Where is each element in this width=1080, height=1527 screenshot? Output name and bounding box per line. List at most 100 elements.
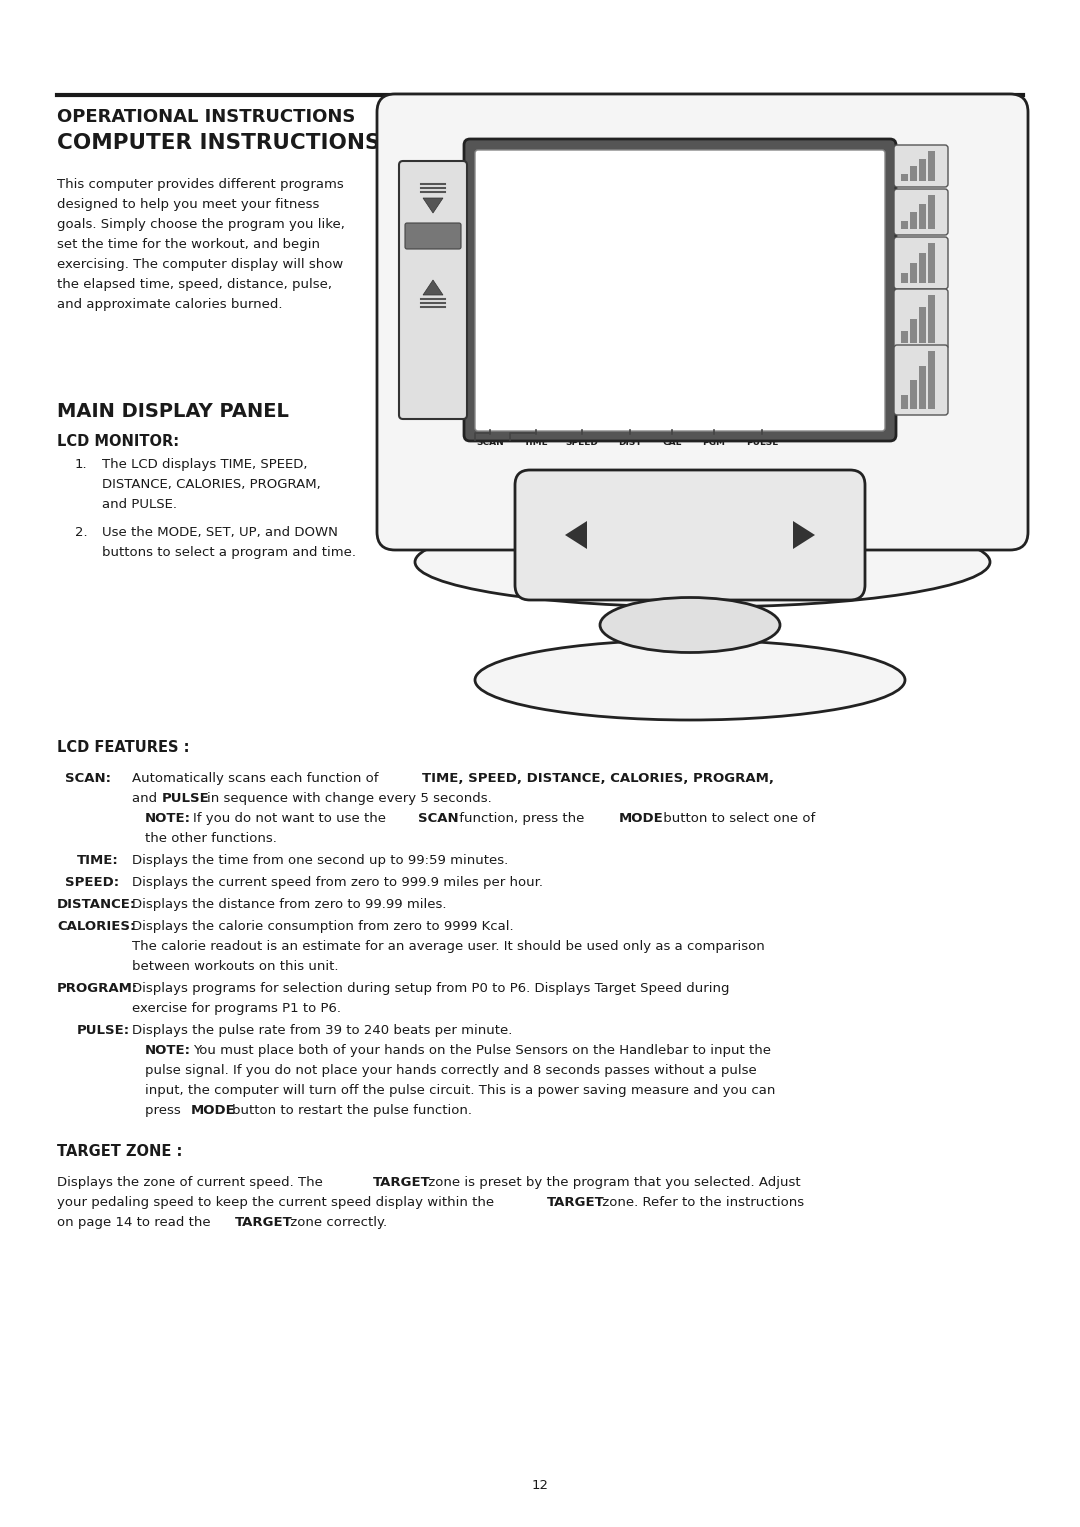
Text: designed to help you meet your fitness: designed to help you meet your fitness bbox=[57, 199, 320, 211]
Text: TARGET: TARGET bbox=[235, 1215, 293, 1229]
Bar bbox=[400, 518, 1005, 547]
Text: and approximate calories burned.: and approximate calories burned. bbox=[57, 298, 283, 312]
Bar bbox=[919, 203, 926, 229]
Text: TIME:: TIME: bbox=[77, 854, 119, 867]
Text: SCAN: SCAN bbox=[476, 438, 504, 447]
Text: NOTE:: NOTE: bbox=[145, 812, 191, 825]
Text: SPEED: SPEED bbox=[566, 438, 598, 447]
Text: zone correctly.: zone correctly. bbox=[286, 1215, 387, 1229]
Text: OPERATIONAL INSTRUCTIONS: OPERATIONAL INSTRUCTIONS bbox=[57, 108, 355, 127]
Ellipse shape bbox=[475, 640, 905, 721]
FancyBboxPatch shape bbox=[377, 95, 1028, 550]
Text: the elapsed time, speed, distance, pulse,: the elapsed time, speed, distance, pulse… bbox=[57, 278, 332, 292]
Bar bbox=[919, 307, 926, 344]
Bar bbox=[928, 195, 935, 229]
Text: on page 14 to read the: on page 14 to read the bbox=[57, 1215, 215, 1229]
Text: COMPUTER INSTRUCTIONS: COMPUTER INSTRUCTIONS bbox=[57, 133, 380, 153]
Text: Displays programs for selection during setup from P0 to P6. Displays Target Spee: Displays programs for selection during s… bbox=[132, 982, 729, 996]
Text: pulse signal. If you do not place your hands correctly and 8 seconds passes with: pulse signal. If you do not place your h… bbox=[145, 1064, 757, 1077]
Bar bbox=[919, 159, 926, 182]
Text: The calorie readout is an estimate for an average user. It should be used only a: The calorie readout is an estimate for a… bbox=[132, 941, 765, 953]
FancyBboxPatch shape bbox=[894, 237, 948, 289]
Bar bbox=[928, 351, 935, 409]
Ellipse shape bbox=[415, 518, 990, 608]
Text: DIST: DIST bbox=[618, 438, 642, 447]
Bar bbox=[901, 174, 908, 182]
Bar bbox=[901, 331, 908, 344]
Text: SCAN: SCAN bbox=[418, 812, 459, 825]
FancyBboxPatch shape bbox=[894, 345, 948, 415]
Text: Displays the time from one second up to 99:59 minutes.: Displays the time from one second up to … bbox=[132, 854, 509, 867]
Text: and PULSE.: and PULSE. bbox=[102, 498, 177, 512]
Text: button to select one of: button to select one of bbox=[659, 812, 815, 825]
Text: PULSE:: PULSE: bbox=[77, 1025, 130, 1037]
Text: MODE: MODE bbox=[619, 812, 664, 825]
Text: exercising. The computer display will show: exercising. The computer display will sh… bbox=[57, 258, 343, 270]
Ellipse shape bbox=[600, 597, 780, 652]
Text: function, press the: function, press the bbox=[455, 812, 589, 825]
Text: PULSE: PULSE bbox=[162, 793, 210, 805]
FancyBboxPatch shape bbox=[475, 150, 885, 431]
Text: SCAN:: SCAN: bbox=[65, 773, 111, 785]
Text: TIME: TIME bbox=[524, 438, 549, 447]
Text: in sequence with change every 5 seconds.: in sequence with change every 5 seconds. bbox=[207, 793, 491, 805]
Bar bbox=[928, 295, 935, 344]
Text: your pedaling speed to keep the current speed display within the: your pedaling speed to keep the current … bbox=[57, 1196, 498, 1209]
Bar bbox=[928, 151, 935, 182]
Text: the other functions.: the other functions. bbox=[145, 832, 276, 844]
Text: set the time for the workout, and begin: set the time for the workout, and begin bbox=[57, 238, 320, 250]
Text: zone is preset by the program that you selected. Adjust: zone is preset by the program that you s… bbox=[424, 1176, 800, 1190]
Text: Displays the distance from zero to 99.99 miles.: Displays the distance from zero to 99.99… bbox=[132, 898, 446, 912]
Bar bbox=[901, 273, 908, 282]
Text: SLOW: SLOW bbox=[419, 176, 447, 183]
Text: zone. Refer to the instructions: zone. Refer to the instructions bbox=[598, 1196, 805, 1209]
Text: PGM: PGM bbox=[702, 438, 726, 447]
Text: SPEED:: SPEED: bbox=[65, 876, 119, 889]
FancyBboxPatch shape bbox=[515, 470, 865, 600]
Bar bbox=[919, 253, 926, 282]
Text: DISTANCE:: DISTANCE: bbox=[57, 898, 136, 912]
Text: press: press bbox=[145, 1104, 185, 1116]
Text: TARGET ZONE :: TARGET ZONE : bbox=[57, 1144, 183, 1159]
Text: button to restart the pulse function.: button to restart the pulse function. bbox=[232, 1104, 472, 1116]
Text: exercise for programs P1 to P6.: exercise for programs P1 to P6. bbox=[132, 1002, 341, 1015]
Polygon shape bbox=[423, 279, 443, 295]
Bar bbox=[910, 380, 917, 409]
Text: goals. Simply choose the program you like,: goals. Simply choose the program you lik… bbox=[57, 218, 345, 231]
Bar bbox=[910, 319, 917, 344]
Bar bbox=[910, 212, 917, 229]
Polygon shape bbox=[565, 521, 588, 550]
Text: TARGET: TARGET bbox=[416, 237, 449, 246]
Text: CAL: CAL bbox=[662, 438, 681, 447]
Text: between workouts on this unit.: between workouts on this unit. bbox=[132, 960, 338, 973]
Text: PULSE: PULSE bbox=[746, 438, 779, 447]
Text: Automatically scans each function of: Automatically scans each function of bbox=[132, 773, 382, 785]
Polygon shape bbox=[423, 199, 443, 212]
Text: Use the MODE, SET, UP, and DOWN: Use the MODE, SET, UP, and DOWN bbox=[102, 525, 338, 539]
FancyBboxPatch shape bbox=[894, 189, 948, 235]
Text: FAST: FAST bbox=[421, 308, 445, 318]
Text: input, the computer will turn off the pulse circuit. This is a power saving meas: input, the computer will turn off the pu… bbox=[145, 1084, 775, 1096]
FancyBboxPatch shape bbox=[894, 145, 948, 186]
Text: TARGET: TARGET bbox=[546, 1196, 605, 1209]
Text: TIME, SPEED, DISTANCE, CALORIES, PROGRAM,: TIME, SPEED, DISTANCE, CALORIES, PROGRAM… bbox=[422, 773, 774, 785]
FancyBboxPatch shape bbox=[894, 289, 948, 350]
Bar bbox=[928, 243, 935, 282]
FancyBboxPatch shape bbox=[464, 139, 896, 441]
Text: LCD MONITOR:: LCD MONITOR: bbox=[57, 434, 179, 449]
Text: Displays the current speed from zero to 999.9 miles per hour.: Displays the current speed from zero to … bbox=[132, 876, 543, 889]
Text: MAIN DISPLAY PANEL: MAIN DISPLAY PANEL bbox=[57, 402, 288, 421]
Text: 12: 12 bbox=[531, 1480, 549, 1492]
Text: CALORIES:: CALORIES: bbox=[57, 919, 135, 933]
Bar bbox=[919, 365, 926, 409]
FancyBboxPatch shape bbox=[405, 223, 461, 249]
Text: TARGET: TARGET bbox=[373, 1176, 431, 1190]
Bar bbox=[901, 220, 908, 229]
Text: The LCD displays TIME, SPEED,: The LCD displays TIME, SPEED, bbox=[102, 458, 308, 470]
Polygon shape bbox=[793, 521, 815, 550]
Text: MODE: MODE bbox=[191, 1104, 235, 1116]
Text: You must place both of your hands on the Pulse Sensors on the Handlebar to input: You must place both of your hands on the… bbox=[193, 1044, 771, 1057]
Text: Displays the calorie consumption from zero to 9999 Kcal.: Displays the calorie consumption from ze… bbox=[132, 919, 514, 933]
Text: LCD FEATURES :: LCD FEATURES : bbox=[57, 741, 189, 754]
Text: 1.: 1. bbox=[75, 458, 87, 470]
